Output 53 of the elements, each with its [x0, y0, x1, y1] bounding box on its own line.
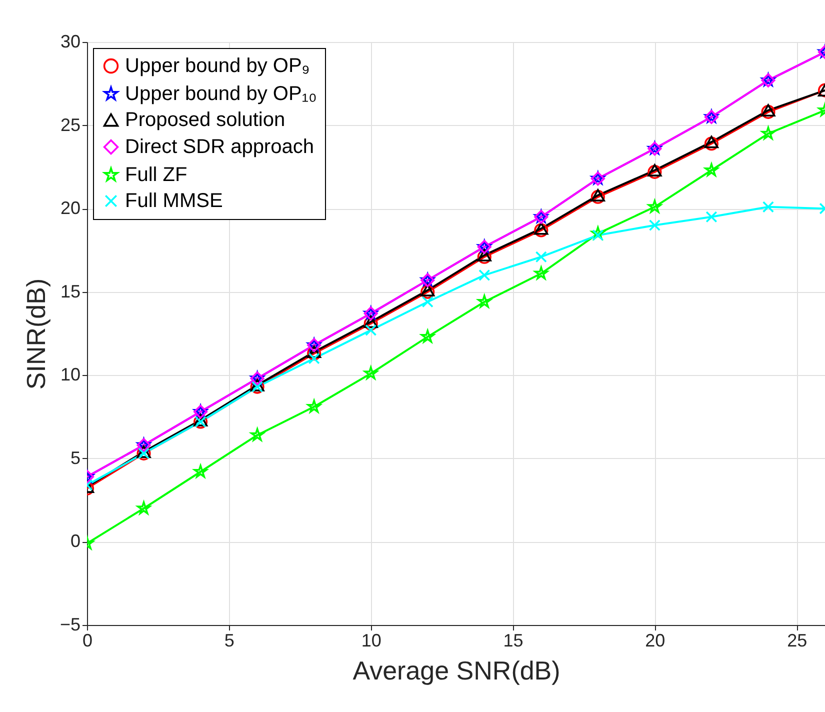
x-tick-label: 25: [787, 630, 808, 650]
point: [478, 269, 490, 281]
legend-label: Proposed solution: [125, 109, 286, 131]
y-tick-label: −5: [60, 614, 80, 634]
legend-label: Upper bound by OP₉: [125, 55, 310, 77]
y-tick-label: 25: [60, 114, 80, 135]
x-tick-label: 5: [224, 630, 234, 650]
point: [365, 324, 377, 336]
point: [704, 163, 718, 176]
point: [648, 200, 662, 213]
point: [420, 284, 435, 299]
point: [364, 366, 378, 380]
x-tick-label: 15: [503, 630, 524, 650]
point: [590, 189, 605, 202]
point: [590, 190, 605, 204]
y-tick-label: 15: [60, 281, 80, 302]
point: [535, 251, 547, 263]
point: [137, 501, 150, 514]
point: [761, 104, 776, 119]
point: [420, 330, 434, 343]
y-tick-label: 10: [60, 364, 80, 385]
legend-label: Upper bound by OP₁₀: [125, 83, 317, 105]
point: [704, 136, 718, 148]
y-tick-label: 5: [70, 448, 80, 468]
y-tick-label: 0: [70, 531, 80, 552]
point: [422, 296, 434, 308]
legend-label: Full ZF: [125, 164, 188, 186]
legend-label: Full MMSE: [125, 190, 223, 212]
y-axis-title: SINR(dB): [20, 278, 51, 390]
x-tick-label: 20: [645, 630, 666, 650]
point: [250, 428, 264, 441]
y-tick-label: 30: [60, 32, 80, 52]
x-axis-title: Average SNR(dB): [352, 656, 560, 686]
point: [648, 164, 662, 176]
point: [478, 294, 492, 308]
point: [534, 222, 548, 235]
point: [648, 219, 660, 232]
point: [706, 211, 718, 223]
point: [307, 400, 321, 413]
point: [704, 136, 718, 151]
point: [534, 266, 548, 280]
y-tick-label: 20: [60, 198, 80, 218]
point: [762, 201, 774, 213]
point: [308, 352, 320, 364]
point: [591, 226, 605, 240]
point: [364, 316, 378, 331]
point: [534, 223, 548, 238]
x-tick-label: 10: [361, 630, 382, 650]
point: [194, 464, 208, 478]
point: [762, 126, 775, 140]
point: [648, 164, 662, 179]
point: [761, 104, 776, 116]
legend-label: Direct SDR approach: [125, 136, 314, 158]
